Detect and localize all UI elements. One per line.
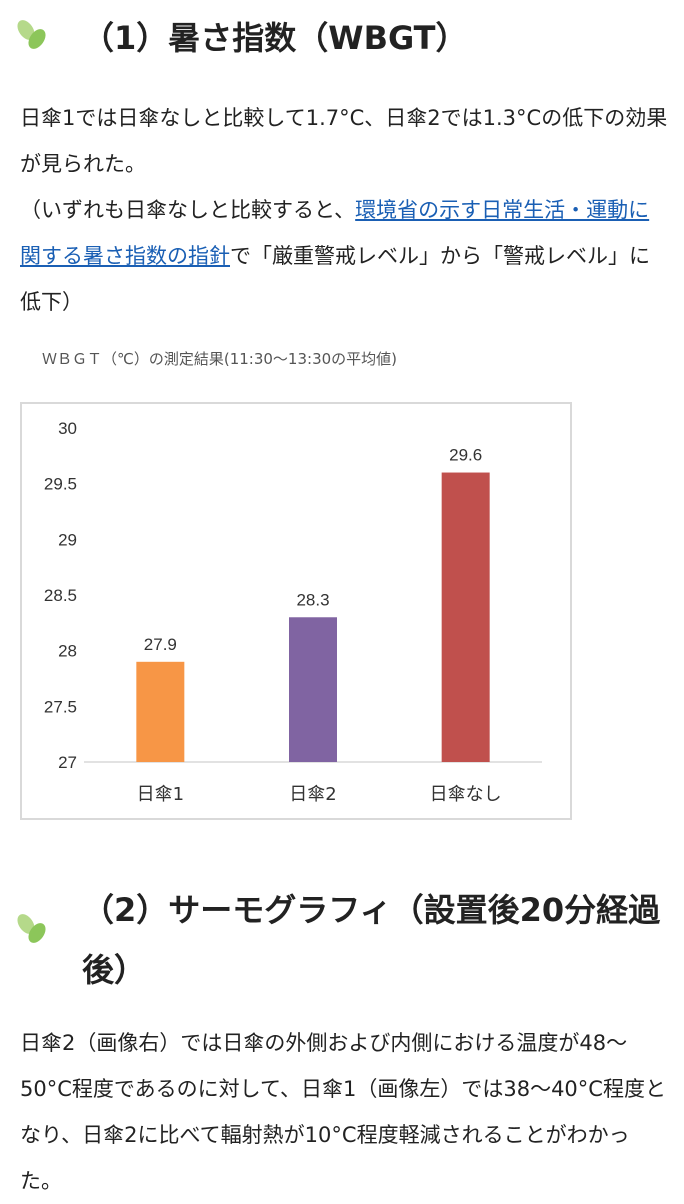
chart-bar [289, 617, 337, 762]
guideline-link[interactable]: 環境省の示す日常生活・運動に関する暑さ指数の指針 [20, 198, 650, 268]
y-tick-label: 27.5 [44, 697, 77, 716]
leaf-icon [17, 914, 46, 943]
thermography-paragraph: 日傘2（画像右）では日傘の外側および内側における温度が48〜50°C程度であるの… [20, 1031, 666, 1193]
section-heading-wbgt: （1）暑さ指数（WBGT） [82, 19, 468, 57]
y-tick-label: 29.5 [44, 475, 77, 494]
wbgt-bar-chart: 27 27.5 28 28.5 29 29.5 30 27.9 日傘1 28.3 日傘2 29.6 日傘… [20, 402, 572, 820]
chart-svg: 27 27.5 28 28.5 29 29.5 30 27.9 日傘1 28.3 日傘2 29.6 日傘… [44, 419, 542, 805]
y-tick-label: 28.5 [44, 586, 77, 605]
chart-title: ＷＢＧＴ（℃）の測定結果(11:30〜13:30の平均値) [42, 350, 398, 368]
y-tick-label: 28 [58, 642, 77, 661]
x-tick-label: 日傘2 [289, 784, 336, 805]
paragraph-line: の低下の効果が見られた。 [20, 106, 668, 176]
data-label: 28.3 [296, 590, 329, 609]
chart-bar [136, 661, 185, 762]
paragraph-text: で「厳重警戒レベル」から「警戒レベル」に低下） [20, 244, 650, 314]
paragraph-line: 日傘1では日傘なしと比較して1.7°C、日傘2では1.3°C [20, 106, 542, 130]
x-tick-label: 日傘1 [137, 784, 184, 805]
section-heading-thermography: （2）サーモグラフィ（設置後20分経過後） [82, 891, 661, 989]
data-label: 27.9 [144, 635, 177, 654]
data-label: 29.6 [449, 446, 482, 465]
wbgt-paragraph: 日傘1では日傘なしと比較して1.7°C、日傘2では1.3°Cの低下の効果が見られ… [20, 95, 670, 325]
x-tick-label: 日傘なし [430, 784, 502, 805]
chart-bar [441, 472, 490, 762]
y-tick-label: 30 [58, 419, 77, 438]
y-tick-label: 29 [58, 530, 77, 549]
y-tick-label: 27 [58, 753, 77, 772]
paragraph-text: （いずれも日傘なしと比較すると、 [20, 198, 356, 222]
leaf-icon [17, 20, 46, 49]
